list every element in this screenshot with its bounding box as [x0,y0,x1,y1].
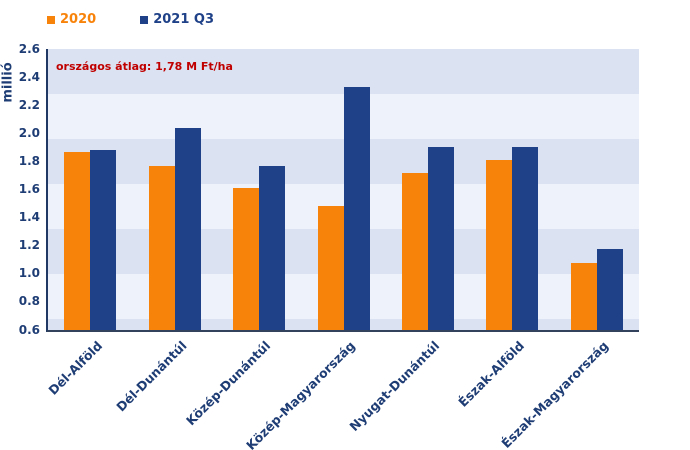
legend-item-2020: 2020 [47,12,96,27]
bar-2020 [233,188,260,330]
legend: 2020 2021 Q3 [47,12,214,27]
legend-item-2021-q3: 2021 Q3 [140,12,214,27]
y-axis: 2.6 2.4 2.2 2.0 1.8 1.6 1.4 1.2 1.0 0.8 0.6 [0,42,40,337]
legend-label: 2021 Q3 [153,12,214,27]
y-tick-label: 1.4 [18,210,40,225]
x-axis: Dél-Alföld Dél-Dunántúl Közép-Dunántúl Közé… [45,338,637,450]
bar-2021-q3 [343,86,370,330]
y-tick-label: 1.2 [18,238,40,253]
bar-2020 [64,151,91,330]
y-tick-label: 1.8 [18,153,40,168]
y-tick-label: 0.6 [18,322,40,337]
bar-2021-q3 [512,147,539,330]
y-tick-label: 2.0 [18,125,40,140]
bar-2020 [570,262,597,330]
y-tick-label: 1.0 [18,266,40,281]
bar-2020 [401,172,428,330]
legend-swatch-icon [47,15,55,24]
y-tick-label: 1.6 [18,182,40,196]
bar-2020 [317,206,344,330]
y-tick-label: 2.2 [18,97,40,112]
bar-2021-q3 [90,150,117,330]
bar-2021-q3 [596,248,623,330]
average-annotation: országos átlag: 1,78 M Ft/ha [56,60,233,73]
legend-label: 2020 [60,12,97,27]
x-category-label: Közép-Dunántúl [183,338,274,429]
x-category-label: Dél-Dunántúl [112,338,190,415]
bar-2021-q3 [427,147,454,330]
x-category-label: Észak-Alföld [455,338,527,410]
bar-2020 [148,165,175,330]
y-tick-label: 2.4 [18,69,40,84]
x-category-label: Nyugat-Dunántúl [346,338,443,434]
x-category-label: Dél-Alföld [45,338,105,398]
bar-2021-q3 [259,165,286,330]
bar-2020 [486,160,513,330]
y-tick-label: 0.8 [18,294,40,309]
plot-area: országos átlag: 1,78 M Ft/ha [46,49,639,332]
bar-2021-q3 [174,127,201,330]
legend-swatch-icon [140,15,149,24]
y-tick-label: 2.6 [18,41,40,56]
